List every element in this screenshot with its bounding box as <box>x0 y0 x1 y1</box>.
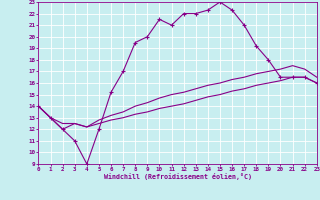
X-axis label: Windchill (Refroidissement éolien,°C): Windchill (Refroidissement éolien,°C) <box>104 173 252 180</box>
